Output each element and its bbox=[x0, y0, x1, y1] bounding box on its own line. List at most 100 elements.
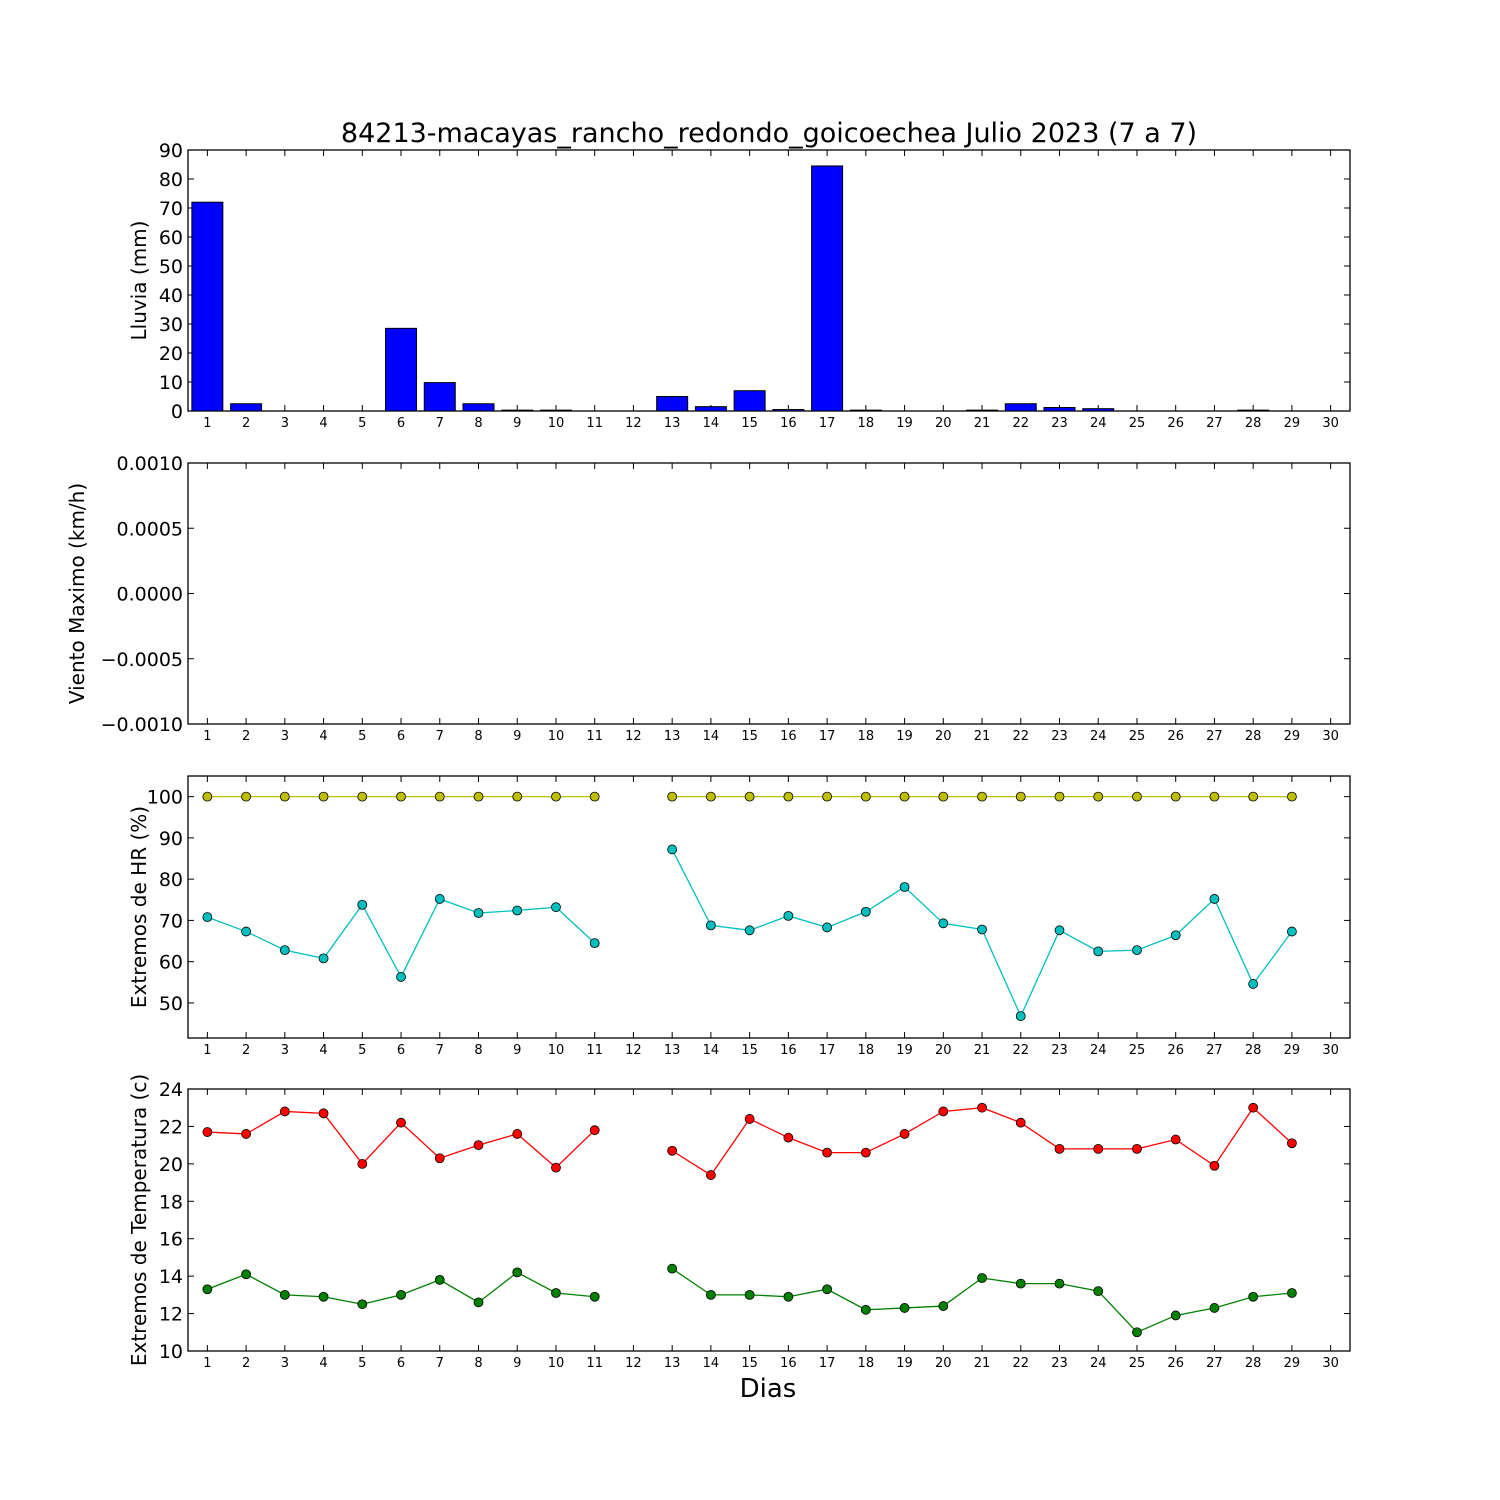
x-tick-label: 17 bbox=[819, 416, 836, 431]
y-tick-label: 30 bbox=[159, 314, 183, 336]
x-tick-label: 3 bbox=[281, 729, 289, 744]
x-tick-label: 21 bbox=[974, 729, 991, 744]
x-tick-label: 4 bbox=[319, 1356, 327, 1371]
x-tick-label: 17 bbox=[819, 1043, 836, 1058]
data-point bbox=[241, 791, 252, 802]
x-tick-label: 25 bbox=[1129, 416, 1146, 431]
data-point bbox=[473, 1297, 484, 1308]
bar bbox=[501, 409, 534, 412]
data-point bbox=[783, 910, 794, 921]
x-tick-label: 12 bbox=[625, 1043, 642, 1058]
x-tick-label: 14 bbox=[703, 416, 720, 431]
data-point bbox=[357, 1158, 368, 1169]
x-tick-label: 10 bbox=[548, 1356, 565, 1371]
bar bbox=[230, 403, 263, 412]
data-point bbox=[279, 1106, 290, 1117]
data-point bbox=[899, 1303, 910, 1313]
y-tick-label: 70 bbox=[159, 910, 183, 932]
x-tick-label: 6 bbox=[397, 1043, 405, 1058]
x-tick-label: 8 bbox=[474, 1043, 482, 1058]
x-tick-label: 6 bbox=[397, 1356, 405, 1371]
x-tick-label: 25 bbox=[1129, 1356, 1146, 1371]
x-tick-label: 6 bbox=[397, 729, 405, 744]
x-tick-label: 26 bbox=[1167, 416, 1184, 431]
data-point bbox=[318, 1108, 329, 1119]
data-point bbox=[1170, 791, 1181, 802]
x-tick-label: 28 bbox=[1245, 1356, 1262, 1371]
plot-frame bbox=[187, 775, 1351, 1039]
x-tick-label: 2 bbox=[242, 416, 250, 431]
data-point bbox=[318, 791, 329, 802]
data-point bbox=[202, 1127, 213, 1137]
y-tick-label: 0.0005 bbox=[117, 518, 183, 540]
data-point bbox=[512, 1129, 523, 1139]
y-tick-label: 20 bbox=[159, 343, 183, 365]
x-tick-label: 11 bbox=[586, 416, 603, 431]
data-point bbox=[434, 1274, 445, 1285]
data-point bbox=[589, 1291, 600, 1302]
x-tick-label: 20 bbox=[935, 1356, 952, 1371]
x-tick-label: 30 bbox=[1322, 729, 1339, 744]
data-point bbox=[1054, 1278, 1065, 1289]
data-point bbox=[1132, 791, 1142, 802]
y-tick-label: 18 bbox=[159, 1191, 183, 1213]
y-tick-label: −0.0010 bbox=[101, 714, 183, 736]
y-tick-label: 16 bbox=[159, 1229, 183, 1251]
data-point bbox=[1248, 1291, 1259, 1302]
x-tick-label: 20 bbox=[935, 1043, 952, 1058]
x-tick-label: 20 bbox=[935, 729, 952, 744]
x-tick-label: 16 bbox=[780, 729, 797, 744]
data-point bbox=[1209, 791, 1220, 802]
y-tick-label: 50 bbox=[159, 256, 183, 278]
chart-title: 84213-macayas_rancho_redondo_goicoechea … bbox=[341, 118, 1197, 149]
data-point bbox=[860, 1304, 871, 1315]
x-tick-label: 29 bbox=[1284, 1043, 1301, 1058]
x-tick-label: 5 bbox=[358, 729, 366, 744]
x-tick-label: 9 bbox=[513, 416, 521, 431]
bar bbox=[1004, 403, 1037, 412]
x-tick-label: 7 bbox=[436, 1356, 444, 1371]
plot-frame bbox=[187, 149, 1351, 412]
x-tick-label: 19 bbox=[896, 416, 913, 431]
x-tick-label: 11 bbox=[586, 1356, 603, 1371]
data-point bbox=[1287, 1138, 1297, 1149]
data-point bbox=[241, 1129, 252, 1139]
data-point bbox=[1132, 1143, 1142, 1154]
data-point bbox=[473, 791, 484, 802]
x-tick-label: 5 bbox=[358, 416, 366, 431]
data-point bbox=[1054, 925, 1065, 936]
y-tick-label: −0.0005 bbox=[101, 649, 183, 671]
data-point bbox=[1015, 791, 1026, 802]
data-point bbox=[1093, 1286, 1104, 1297]
x-tick-label: 13 bbox=[664, 1043, 681, 1058]
bar bbox=[772, 409, 805, 412]
data-point bbox=[1015, 1117, 1026, 1128]
x-tick-label: 27 bbox=[1206, 1043, 1223, 1058]
data-point bbox=[396, 972, 406, 982]
data-point bbox=[589, 938, 600, 949]
y-tick-label: 90 bbox=[159, 828, 183, 850]
x-tick-label: 1 bbox=[203, 1356, 211, 1371]
data-point bbox=[938, 791, 949, 802]
data-point bbox=[667, 844, 678, 855]
data-point bbox=[318, 953, 329, 964]
x-tick-label: 15 bbox=[741, 416, 758, 431]
y-tick-label: 0.0000 bbox=[117, 584, 183, 606]
y-tick-label: 100 bbox=[147, 787, 183, 809]
data-point bbox=[667, 791, 678, 802]
bar bbox=[811, 165, 844, 412]
bar bbox=[1237, 409, 1270, 412]
x-tick-label: 5 bbox=[358, 1043, 366, 1058]
data-point bbox=[899, 791, 910, 802]
x-axis-label: Dias bbox=[740, 1374, 797, 1404]
x-tick-label: 23 bbox=[1051, 1356, 1068, 1371]
data-point bbox=[241, 1269, 252, 1280]
y-tick-label: 22 bbox=[159, 1116, 183, 1138]
y-tick-label: 40 bbox=[159, 285, 183, 307]
data-point bbox=[1209, 1160, 1220, 1171]
x-tick-label: 30 bbox=[1322, 416, 1339, 431]
data-point bbox=[473, 1140, 484, 1151]
